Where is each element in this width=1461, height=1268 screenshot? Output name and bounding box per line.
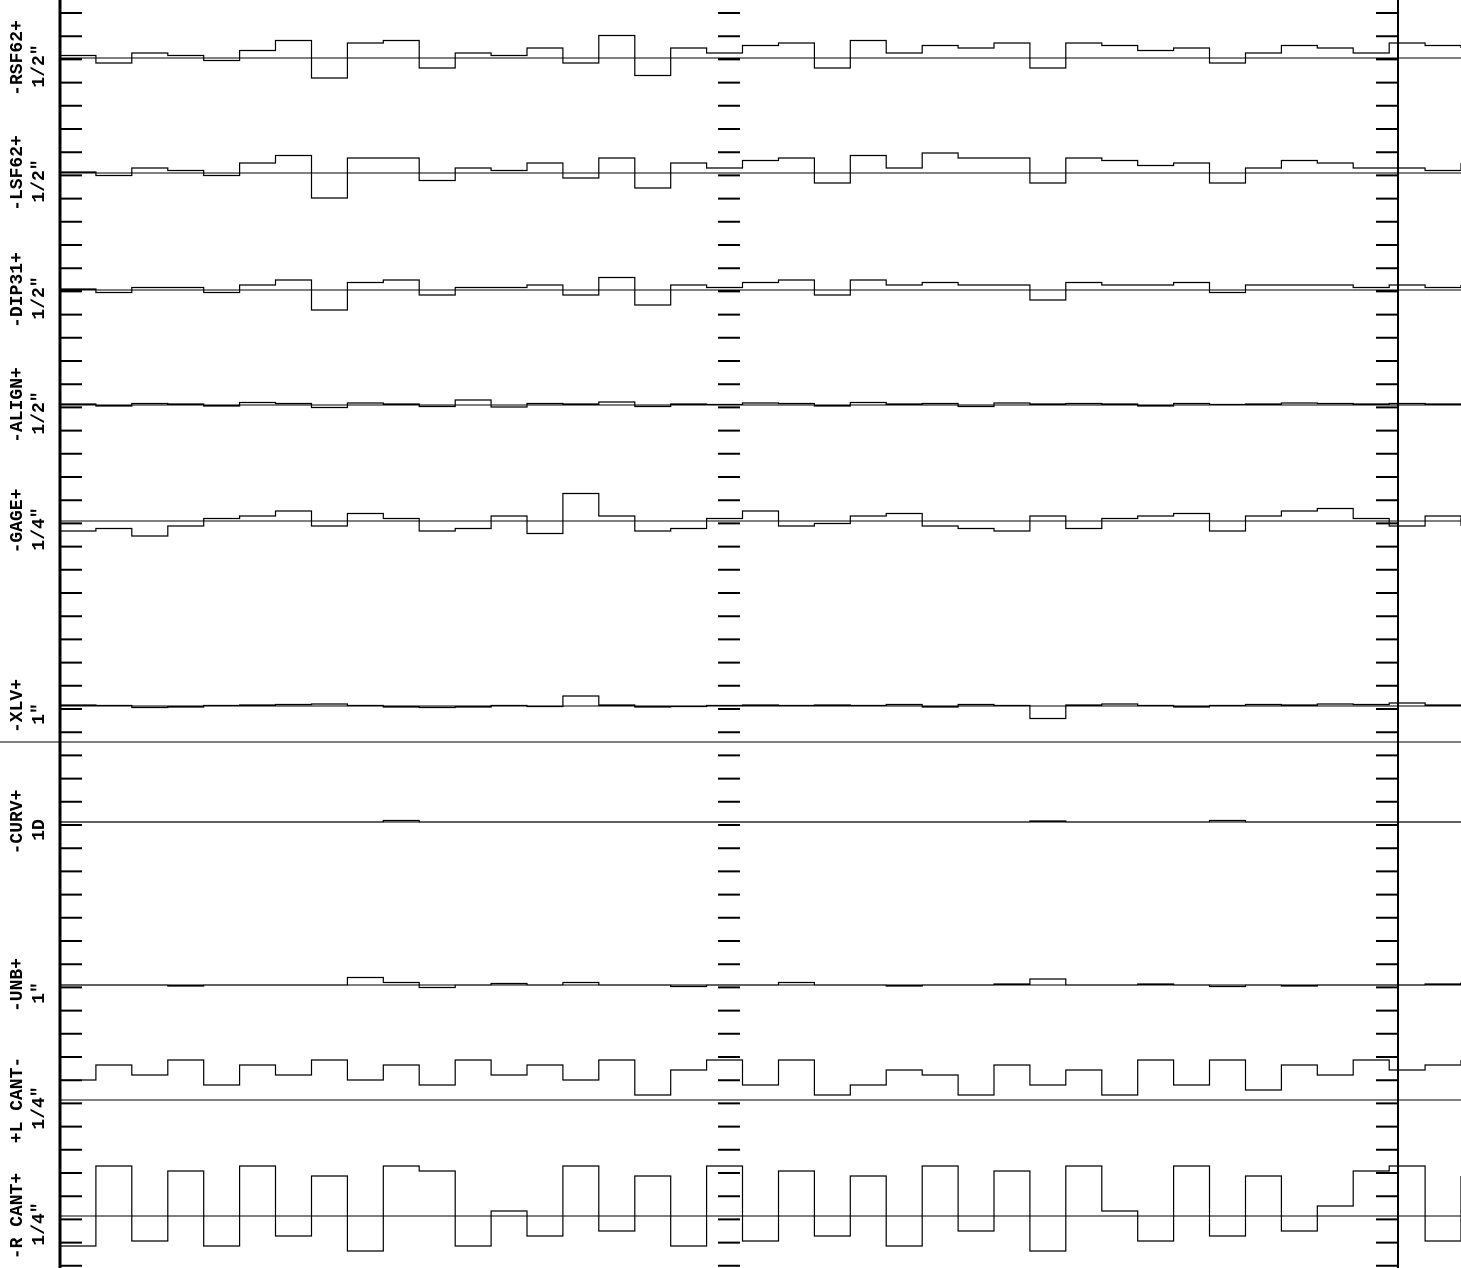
- trace: [60, 1165, 1461, 1252]
- channel-name: +L CANT-: [8, 1057, 28, 1143]
- channel-label: -XLV+ 1": [8, 679, 50, 733]
- trace: [60, 34, 1461, 79]
- channel-scale: 1": [30, 982, 50, 1004]
- channel-scale: 1/2": [30, 276, 50, 319]
- channel-label: -GAGE+ 1/4": [8, 489, 50, 554]
- trace: [60, 1059, 1461, 1096]
- trace: [60, 819, 1461, 823]
- trace: [60, 695, 1461, 720]
- channel-label: -UNB+ 1": [8, 958, 50, 1012]
- channel-name: -ALIGN+: [8, 367, 28, 443]
- channel-name: -RSF62+: [8, 20, 28, 96]
- channel-scale: 1D: [30, 819, 50, 841]
- channel-name: -UNB+: [8, 958, 28, 1012]
- channel-label: -RSF62+ 1/2": [8, 20, 50, 96]
- channel-label: -LSF62+ 1/2": [8, 135, 50, 211]
- channel-scale: 1/2": [30, 159, 50, 202]
- channel-name: -GAGE+: [8, 489, 28, 554]
- channel-label: -R CANT+ 1/4": [8, 1173, 50, 1259]
- channel-name: -CURV+: [8, 790, 28, 855]
- channel-name: -R CANT+: [8, 1173, 28, 1259]
- channel-name: -LSF62+: [8, 135, 28, 211]
- channel-name: -DIP31+: [8, 252, 28, 328]
- trace: [60, 276, 1461, 311]
- channel-scale: 1/4": [30, 1202, 50, 1245]
- channel-scale: 1": [30, 703, 50, 725]
- channel-scale: 1/2": [30, 391, 50, 434]
- channel-scale: 1/2": [30, 44, 50, 87]
- channel-scale: 1/4": [30, 1086, 50, 1129]
- channel-label: -CURV+ 1D: [8, 790, 50, 855]
- trace: [60, 152, 1461, 199]
- trace: [60, 399, 1461, 409]
- trace: [60, 976, 1461, 989]
- trace: [60, 492, 1461, 537]
- channel-scale: 1/4": [30, 507, 50, 550]
- channel-label: +L CANT- 1/4": [8, 1057, 50, 1143]
- channel-name: -XLV+: [8, 679, 28, 733]
- channel-label: -ALIGN+ 1/2": [8, 367, 50, 443]
- channel-label: -DIP31+ 1/2": [8, 252, 50, 328]
